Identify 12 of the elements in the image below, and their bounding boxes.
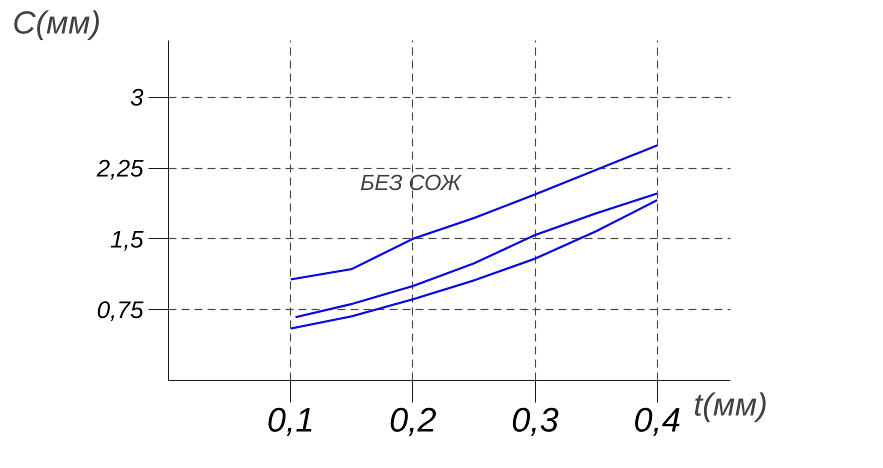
y-axis-title: C(мм): [12, 4, 101, 40]
x-tick-label: 0,3: [511, 402, 559, 440]
y-tick-label: 2,25: [96, 156, 144, 182]
x-tick-label: 0,4: [634, 402, 681, 440]
x-tick-label: 0,2: [389, 402, 437, 440]
y-tick-label: 0,75: [96, 297, 144, 324]
x-axis-title: t(мм): [693, 386, 768, 422]
annotation: БЕЗ СОЖ: [360, 170, 463, 195]
y-tick-label: 3: [130, 84, 144, 112]
y-tick-label: 1,5: [110, 226, 144, 254]
x-tick-label: 0,1: [267, 402, 314, 440]
line-series: [290, 144, 658, 281]
